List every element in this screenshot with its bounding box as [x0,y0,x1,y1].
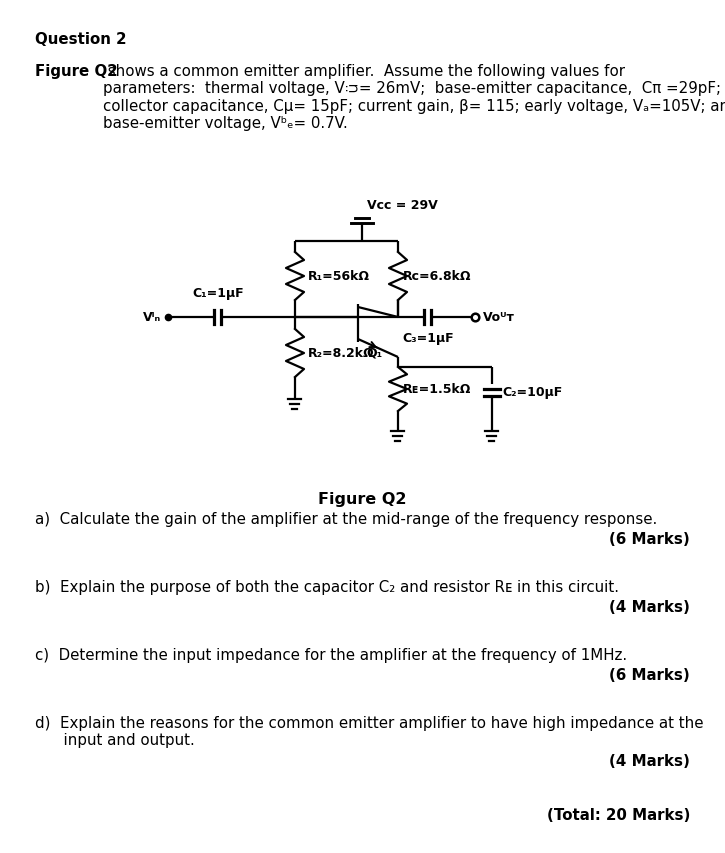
Text: R₁=56kΩ: R₁=56kΩ [308,270,370,283]
Text: Rᴇ=1.5kΩ: Rᴇ=1.5kΩ [403,383,471,396]
Text: C₃=1μF: C₃=1μF [402,332,454,345]
Text: (4 Marks): (4 Marks) [609,600,690,614]
Text: shows a common emitter amplifier.  Assume the following values for
parameters:  : shows a common emitter amplifier. Assume… [103,64,725,131]
Text: Figure Q2: Figure Q2 [35,64,117,79]
Text: C₂=10μF: C₂=10μF [502,386,563,399]
Text: Rᴄ=6.8kΩ: Rᴄ=6.8kΩ [403,270,471,283]
Text: (6 Marks): (6 Marks) [609,531,690,547]
Text: Question 2: Question 2 [35,32,126,47]
Text: c)  Determine the input impedance for the amplifier at the frequency of 1MHz.: c) Determine the input impedance for the… [35,647,627,662]
Text: Vᴏᵁᴛ: Vᴏᵁᴛ [483,311,515,324]
Text: (6 Marks): (6 Marks) [609,667,690,682]
Text: Figure Q2: Figure Q2 [318,491,406,507]
Text: a)  Calculate the gain of the amplifier at the mid-range of the frequency respon: a) Calculate the gain of the amplifier a… [35,512,658,526]
Text: Vᴵₙ: Vᴵₙ [143,311,161,324]
Text: Vcc = 29V: Vcc = 29V [367,199,438,212]
Text: Q₁: Q₁ [366,346,382,360]
Text: (4 Marks): (4 Marks) [609,753,690,768]
Text: d)  Explain the reasons for the common emitter amplifier to have high impedance : d) Explain the reasons for the common em… [35,715,703,747]
Text: b)  Explain the purpose of both the capacitor C₂ and resistor Rᴇ in this circuit: b) Explain the purpose of both the capac… [35,579,619,595]
Text: C₁=1μF: C₁=1μF [192,287,244,299]
Text: (Total: 20 Marks): (Total: 20 Marks) [547,807,690,822]
Text: R₂=8.2kΩ: R₂=8.2kΩ [308,347,375,360]
